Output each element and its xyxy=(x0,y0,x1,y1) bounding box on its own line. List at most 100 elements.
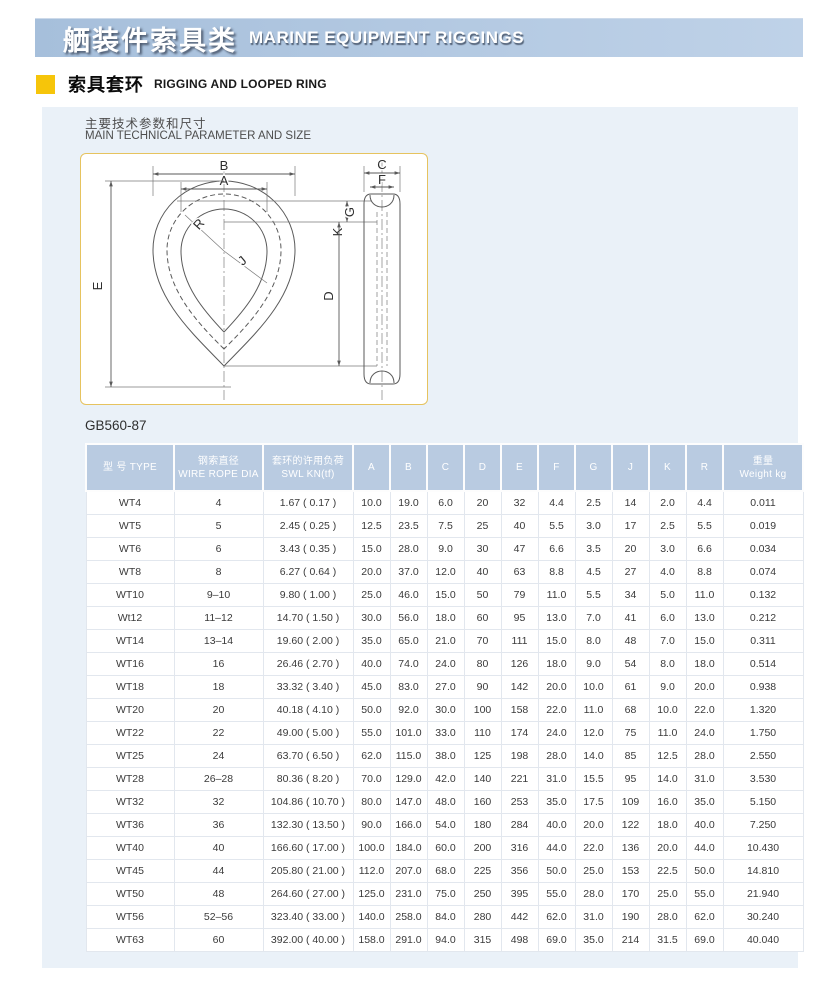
cell-dim: 55.0 xyxy=(537,882,576,906)
cell-rope-dia: 18 xyxy=(173,675,264,699)
cell-dim: 41 xyxy=(611,606,650,630)
table-row: WT36 36 132.30 ( 13.50 ) 90.0 166.0 54.0 180 28… xyxy=(85,813,804,837)
cell-dim: 23.5 xyxy=(389,514,428,538)
col-header-swl: 套环的许用负荷 SWL KN(tf) xyxy=(262,443,354,492)
cell-weight: 3.530 xyxy=(722,767,804,791)
col-header-dim-D: D xyxy=(463,443,502,492)
cell-dim: 7.0 xyxy=(648,629,687,653)
cell-type: WT36 xyxy=(85,813,175,837)
cell-dim: 214 xyxy=(611,928,650,952)
cell-dim: 24.0 xyxy=(685,721,724,745)
cell-dim: 7.0 xyxy=(574,606,613,630)
cell-dim: 140 xyxy=(463,767,502,791)
cell-dim: 8.8 xyxy=(537,560,576,584)
cell-dim: 126 xyxy=(500,652,539,676)
cell-dim: 54 xyxy=(611,652,650,676)
cell-swl: 205.80 ( 21.00 ) xyxy=(262,859,354,883)
table-row: WT45 44 205.80 ( 21.00 ) 112.0 207.0 68.0 225 3… xyxy=(85,859,804,883)
cell-dim: 60 xyxy=(463,606,502,630)
cell-dim: 68.0 xyxy=(426,859,465,883)
cell-dim: 170 xyxy=(611,882,650,906)
cell-dim: 28.0 xyxy=(537,744,576,768)
cell-dim: 48.0 xyxy=(426,790,465,814)
cell-dim: 158 xyxy=(500,698,539,722)
cell-weight: 7.250 xyxy=(722,813,804,837)
cell-swl: 132.30 ( 13.50 ) xyxy=(262,813,354,837)
cell-dim: 69.0 xyxy=(685,928,724,952)
cell-type: WT22 xyxy=(85,721,175,745)
cell-dim: 7.5 xyxy=(426,514,465,538)
cell-weight: 0.034 xyxy=(722,537,804,561)
cell-dim: 166.0 xyxy=(389,813,428,837)
cell-dim: 69.0 xyxy=(537,928,576,952)
cell-dim: 129.0 xyxy=(389,767,428,791)
cell-swl: 392.00 ( 40.00 ) xyxy=(262,928,354,952)
cell-swl: 80.36 ( 8.20 ) xyxy=(262,767,354,791)
cell-dim: 17.5 xyxy=(574,790,613,814)
cell-swl: 104.86 ( 10.70 ) xyxy=(262,790,354,814)
cell-dim: 109 xyxy=(611,790,650,814)
cell-type: WT16 xyxy=(85,652,175,676)
cell-dim: 95 xyxy=(611,767,650,791)
cell-dim: 44.0 xyxy=(685,836,724,860)
dim-label-R: R xyxy=(190,215,207,232)
cell-dim: 55.0 xyxy=(352,721,391,745)
cell-dim: 284 xyxy=(500,813,539,837)
cell-dim: 46.0 xyxy=(389,583,428,607)
cell-dim: 174 xyxy=(500,721,539,745)
table-row: WT16 16 26.46 ( 2.70 ) 40.0 74.0 24.0 80 126 18.… xyxy=(85,652,804,676)
table-row: WT40 40 166.60 ( 17.00 ) 100.0 184.0 60.0 200 3… xyxy=(85,836,804,860)
cell-dim: 84.0 xyxy=(426,905,465,929)
cell-weight: 1.320 xyxy=(722,698,804,722)
col-header-dim-A: A xyxy=(352,443,391,492)
cell-dim: 18.0 xyxy=(648,813,687,837)
cell-dim: 258.0 xyxy=(389,905,428,929)
cell-dim: 28.0 xyxy=(389,537,428,561)
cell-dim: 25.0 xyxy=(648,882,687,906)
col-header-wire-rope-dia-en: WIRE ROPE DIA xyxy=(178,468,259,480)
cell-dim: 9.0 xyxy=(648,675,687,699)
cell-dim: 6.0 xyxy=(648,606,687,630)
table-row: WT8 8 6.27 ( 0.64 ) 20.0 37.0 12.0 40 63 8.8 4.5 2… xyxy=(85,560,804,584)
cell-dim: 147.0 xyxy=(389,790,428,814)
cell-dim: 231.0 xyxy=(389,882,428,906)
cell-weight: 0.132 xyxy=(722,583,804,607)
cell-dim: 14.0 xyxy=(574,744,613,768)
cell-dim: 136 xyxy=(611,836,650,860)
cell-dim: 221 xyxy=(500,767,539,791)
cell-dim: 28.0 xyxy=(574,882,613,906)
cell-dim: 101.0 xyxy=(389,721,428,745)
cell-swl: 2.45 ( 0.25 ) xyxy=(262,514,354,538)
cell-dim: 63 xyxy=(500,560,539,584)
yellow-square-bullet-icon xyxy=(36,74,55,94)
cell-dim: 12.0 xyxy=(574,721,613,745)
table-row: WT56 52–56 323.40 ( 33.00 ) 140.0 258.0 84.0 2… xyxy=(85,905,804,929)
cell-dim: 2.0 xyxy=(648,490,687,515)
cell-dim: 190 xyxy=(611,905,650,929)
cell-dim: 38.0 xyxy=(426,744,465,768)
cell-swl: 63.70 ( 6.50 ) xyxy=(262,744,354,768)
cell-dim: 21.0 xyxy=(426,629,465,653)
cell-dim: 31.0 xyxy=(574,905,613,929)
cell-dim: 9.0 xyxy=(574,652,613,676)
cell-weight: 0.212 xyxy=(722,606,804,630)
cell-rope-dia: 44 xyxy=(173,859,264,883)
dim-label-C: C xyxy=(377,157,386,172)
table-row: WT5 5 2.45 ( 0.25 ) 12.5 23.5 7.5 25 40 5.5 3.0 17… xyxy=(85,514,804,538)
cell-rope-dia: 16 xyxy=(173,652,264,676)
cell-rope-dia: 6 xyxy=(173,537,264,561)
cell-dim: 42.0 xyxy=(426,767,465,791)
cell-dim: 10.0 xyxy=(574,675,613,699)
cell-dim: 31.0 xyxy=(537,767,576,791)
param-heading-en: MAIN TECHNICAL PARAMETER AND SIZE xyxy=(85,130,311,142)
cell-dim: 20 xyxy=(463,490,502,515)
cell-dim: 442 xyxy=(500,905,539,929)
cell-swl: 19.60 ( 2.00 ) xyxy=(262,629,354,653)
cell-dim: 32 xyxy=(500,490,539,515)
cell-dim: 291.0 xyxy=(389,928,428,952)
cell-dim: 92.0 xyxy=(389,698,428,722)
technical-drawing-box: B A E R J xyxy=(80,153,428,405)
cell-dim: 250 xyxy=(463,882,502,906)
col-header-weight-en: Weight kg xyxy=(739,468,787,480)
cell-dim: 11.0 xyxy=(685,583,724,607)
